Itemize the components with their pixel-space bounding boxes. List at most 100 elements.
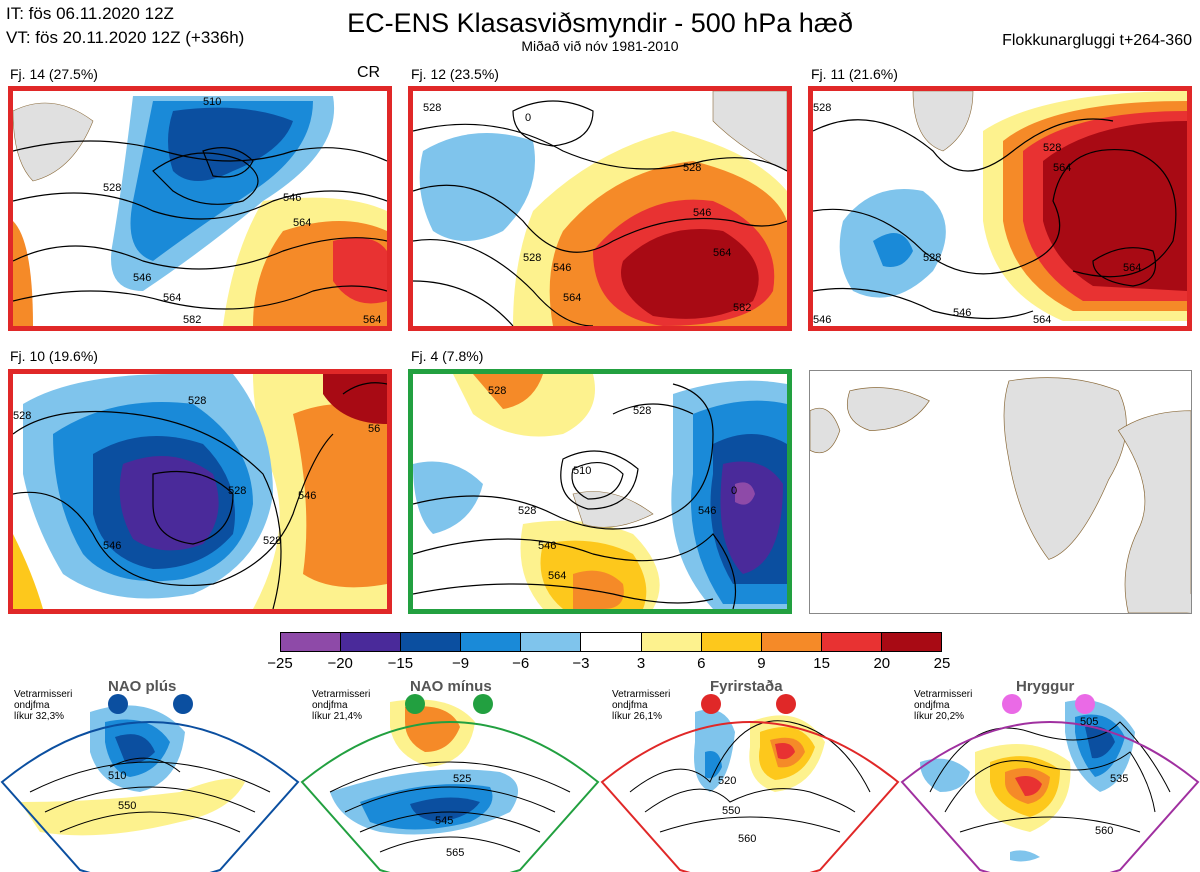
anomaly-map-fj12: 528 0 528 546 564 528 546 564 582 [413,91,787,326]
regime-dot [1002,694,1022,714]
contour-label: 546 [283,192,301,204]
contour-label: 564 [363,314,381,326]
contour-label: 565 [446,847,464,859]
regime-map-nao-plus: 510 550 [0,705,300,872]
contour-label: 528 [423,102,441,114]
anomaly-map-fj4: 528 528 510 528 546 564 546 0 [413,374,787,609]
colorbar-tick-label: −25 [267,655,293,672]
anomaly-map-fj11: 528 528 564 528 564 546 564 546 [813,91,1187,326]
contour-label: 546 [103,540,121,552]
contour-label: 528 [633,405,651,417]
colorbar-swatch [581,633,642,651]
regime-nao-minus: 525 545 565 Vetrarmisseri ondjfma líkur … [300,678,600,872]
colorbar-tick-label: 9 [757,655,766,672]
colorbar-swatch [881,633,942,651]
contour-label: 535 [1110,773,1128,785]
contour-label: 546 [698,505,716,517]
contour-label: 528 [523,252,541,264]
contour-label: 528 [188,395,206,407]
regime-nao-plus: 510 550 Vetrarmisseri ondjfma líkur 32,3… [0,678,300,872]
regime-ridge: 505 535 560 Vetrarmisseri ondjfma líkur … [900,678,1200,872]
contour-label: 505 [1080,716,1098,728]
contour-label: 564 [713,247,731,259]
colorbar-tick-label: 6 [697,655,706,672]
contour-label: 510 [573,465,591,477]
colorbar-tick-label: −9 [451,655,470,672]
contour-label: 528 [518,505,536,517]
colorbar-tick-label: 15 [813,655,830,672]
contour-label: 528 [923,252,941,264]
page-title: EC-ENS Klasasviðsmyndir - 500 hPa hæð [347,8,853,38]
page-subtitle: Miðað við nóv 1981-2010 [521,38,679,54]
regime-name: NAO plús [108,678,177,695]
regime-dot [473,694,493,714]
regime-dot [173,694,193,714]
contour-label: 510 [203,96,221,108]
regime-dot [1075,694,1095,714]
colorbar [280,632,942,652]
contour-label: 510 [108,770,126,782]
contour-label: 545 [435,815,453,827]
colorbar-swatch [281,633,342,651]
contour-label: 528 [683,162,701,174]
colorbar-tick-label: −20 [327,655,353,672]
map-panel-fj10: 528 528 528 546 528 546 56 [8,369,392,614]
regime-name: Hryggur [1016,678,1075,695]
regime-map-blocking: 520 550 560 [600,709,900,872]
colorbar-tick-label: 3 [636,655,646,672]
contour-label: 520 [718,775,736,787]
contour-label: 528 [13,410,31,422]
contour-label: 546 [298,490,316,502]
regime-map-nao-minus: 525 545 565 [300,699,600,872]
panel-label-fj12: Fj. 12 (23.5%) [411,66,499,82]
colorbar-tick-label: −6 [512,655,530,672]
map-panel-fj12: 528 0 528 546 564 528 546 564 582 [408,86,792,331]
reference-map [809,370,1192,614]
contour-label: 528 [488,385,506,397]
contour-label: 546 [553,262,571,274]
colorbar-swatch [641,633,702,651]
contour-label: 525 [453,773,471,785]
contour-label: 528 [813,102,831,114]
contour-label: 546 [953,307,971,319]
regime-note: Vetrarmisseri ondjfma líkur 32,3% [14,689,73,722]
regime-dot [405,694,425,714]
colorbar-swatch [521,633,582,651]
contour-label: 582 [733,302,751,314]
regime-dot [776,694,796,714]
colorbar-swatch [821,633,882,651]
regime-name: NAO mínus [410,678,492,695]
colorbar-tick-label: 25 [933,655,951,672]
contour-label: 560 [738,833,756,845]
regime-dot [701,694,721,714]
contour-label: 528 [228,485,246,497]
anomaly-map-fj14: 510 528 546 564 546 564 582 564 [13,91,387,326]
panel-label-fj11: Fj. 11 (21.6%) [811,66,898,82]
panel-label-fj10: Fj. 10 (19.6%) [10,348,98,364]
colorbar-swatch [461,633,522,651]
classification-window: Flokkunargluggi t+264-360 [1002,32,1192,49]
contour-label: 582 [183,314,201,326]
regime-map-ridge: 505 535 560 [900,700,1200,872]
map-panel-fj4: 528 528 510 528 546 564 546 0 [408,369,792,614]
contour-label: 528 [263,535,281,547]
contour-label: 564 [1053,162,1071,174]
colorbar-tick-label: −15 [387,655,414,672]
colorbar-tick-label: −3 [572,655,590,672]
contour-label: 564 [548,570,566,582]
regime-note: Vetrarmisseri ondjfma líkur 26,1% [612,689,671,722]
panel-label-fj4: Fj. 4 (7.8%) [411,348,484,364]
contour-label: 564 [293,217,311,229]
colorbar-swatch [401,633,462,651]
valid-time: VT: fös 20.11.2020 12Z (+336h) [6,28,245,47]
colorbar-swatch [341,633,402,651]
contour-label: 546 [538,540,556,552]
panel-tag-cr: CR [357,64,381,81]
initial-time: IT: fös 06.11.2020 12Z [6,4,174,23]
contour-label: 56 [368,423,380,435]
contour-label: 528 [103,182,121,194]
contour-label: 560 [1095,825,1113,837]
contour-label: 528 [1043,142,1061,154]
contour-label: 564 [1123,262,1141,274]
colorbar-swatch [701,633,762,651]
